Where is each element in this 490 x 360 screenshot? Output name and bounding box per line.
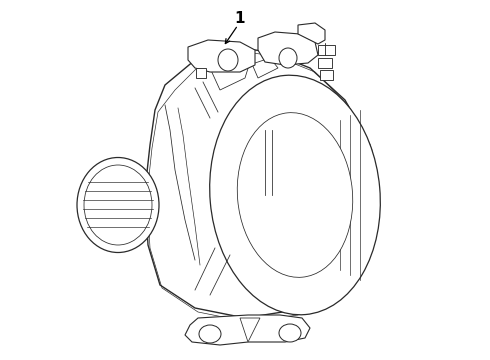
Ellipse shape (279, 324, 301, 342)
PathPatch shape (185, 315, 310, 345)
Ellipse shape (77, 158, 159, 252)
PathPatch shape (188, 40, 255, 72)
PathPatch shape (320, 70, 333, 80)
Ellipse shape (210, 75, 380, 315)
PathPatch shape (210, 62, 250, 90)
PathPatch shape (318, 45, 335, 55)
PathPatch shape (258, 32, 318, 65)
PathPatch shape (318, 58, 332, 68)
PathPatch shape (196, 68, 206, 78)
Ellipse shape (84, 165, 152, 245)
Ellipse shape (199, 325, 221, 343)
PathPatch shape (145, 48, 375, 318)
PathPatch shape (298, 23, 325, 44)
PathPatch shape (252, 58, 278, 78)
Text: 1: 1 (235, 10, 245, 26)
PathPatch shape (240, 318, 260, 342)
Ellipse shape (279, 48, 297, 68)
Ellipse shape (237, 113, 353, 277)
Ellipse shape (218, 49, 238, 71)
